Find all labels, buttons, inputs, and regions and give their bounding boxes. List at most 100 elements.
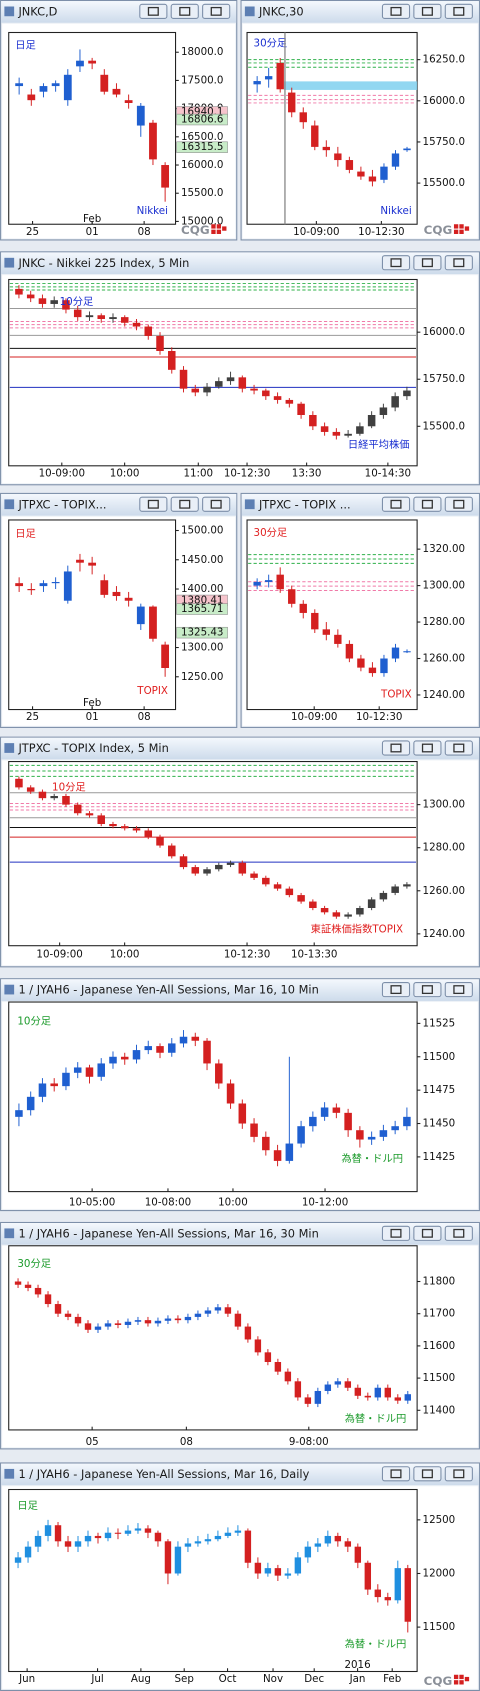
candle-body	[124, 1321, 132, 1325]
maximize-button[interactable]	[413, 981, 442, 998]
maximize-button[interactable]	[413, 740, 442, 756]
candle-body	[285, 888, 294, 896]
close-button[interactable]	[444, 981, 473, 998]
minimize-button[interactable]	[381, 3, 411, 19]
close-button[interactable]	[444, 496, 473, 512]
maximize-button[interactable]	[413, 496, 442, 512]
close-button[interactable]	[444, 3, 473, 19]
candle-body	[297, 403, 305, 415]
y-tick-label: 1300.00	[423, 799, 466, 811]
close-button[interactable]	[202, 496, 231, 512]
candle-body	[149, 606, 157, 639]
timeframe-label: 日足	[15, 39, 36, 51]
logo-mark	[464, 1676, 470, 1682]
y-tick-label: 16250.0	[423, 54, 466, 66]
close-button[interactable]	[444, 255, 473, 271]
candle-body	[254, 1339, 262, 1353]
window-icon	[244, 499, 255, 510]
close-button[interactable]	[444, 740, 473, 756]
x-tick-label: Jul	[90, 1673, 103, 1685]
candle-body	[161, 644, 170, 669]
candle-body	[299, 112, 307, 123]
minimize-button[interactable]	[381, 740, 411, 756]
minimize-button[interactable]	[139, 496, 168, 512]
instrument-label: 為替・ドル円	[341, 1152, 403, 1165]
maximize-button[interactable]	[413, 255, 442, 271]
candle-body	[374, 1589, 382, 1598]
candle-body	[374, 1387, 382, 1398]
maximize-button[interactable]	[170, 496, 199, 512]
candle-body	[288, 589, 296, 604]
y-tick-label: 11500	[423, 1051, 456, 1063]
candle-body	[273, 1150, 282, 1161]
candle-body	[63, 74, 72, 101]
timeframe-label: 30分足	[17, 1258, 51, 1270]
candle-body	[344, 433, 352, 436]
candle-body	[144, 1528, 152, 1533]
close-glyph	[453, 258, 465, 268]
candle-body	[104, 1532, 112, 1539]
candle-body	[73, 1067, 82, 1073]
x-tick-label: 01	[86, 226, 99, 238]
candle-body	[136, 105, 145, 126]
candle-body	[226, 862, 235, 865]
y-tick-label: 1260.00	[423, 653, 466, 665]
x-tick-label: Feb	[83, 697, 101, 709]
minimize-button[interactable]	[381, 981, 411, 998]
candle-body	[384, 1597, 391, 1601]
candle-body	[320, 426, 329, 432]
candle-body	[262, 877, 270, 885]
price-label-box	[176, 603, 228, 615]
maximize-button[interactable]	[413, 1225, 442, 1241]
window-title: JTPXC - TOPIX Index, 5 Min	[17, 741, 168, 755]
candle-body	[39, 583, 48, 587]
candle-body	[124, 597, 133, 601]
minimize-button[interactable]	[381, 1225, 411, 1241]
y-tick-label: 11700	[423, 1308, 456, 1320]
candle-body	[76, 559, 84, 563]
maximize-glyph	[421, 499, 433, 509]
candle-body	[226, 377, 235, 382]
minimize-button[interactable]	[381, 496, 411, 512]
candle-body	[54, 1304, 62, 1314]
minimize-glyph	[147, 499, 159, 509]
maximize-button[interactable]	[170, 3, 199, 19]
close-button[interactable]	[444, 1466, 473, 1482]
minimize-button[interactable]	[381, 1466, 411, 1482]
candle-body	[356, 1130, 364, 1140]
y-tick-label: 1280.00	[423, 842, 466, 854]
close-button[interactable]	[444, 1225, 473, 1241]
minimize-button[interactable]	[139, 3, 168, 19]
window-icon	[4, 6, 15, 17]
candle-body	[244, 1530, 252, 1563]
candle-body	[26, 1096, 35, 1111]
instrument-label: 東証株価指数TOPIX	[311, 922, 403, 935]
maximize-button[interactable]	[413, 1466, 442, 1482]
plot-area	[246, 31, 418, 225]
logo-mark	[211, 224, 216, 229]
candle-body	[94, 1326, 102, 1330]
candle-body	[379, 892, 388, 900]
close-button[interactable]	[202, 3, 231, 19]
candle-body	[38, 298, 47, 304]
candle-body	[63, 571, 72, 601]
candle-body	[27, 589, 36, 591]
window-title: 1 / JYAH6 - Japanese Yen-All Sessions, M…	[18, 1226, 318, 1240]
maximize-button[interactable]	[413, 3, 442, 19]
candle-body	[250, 1123, 258, 1137]
candle-body	[215, 1063, 223, 1084]
logo-mark	[222, 226, 227, 231]
minimize-button[interactable]	[381, 255, 411, 271]
x-tick-label: 08	[138, 711, 151, 723]
candle-body	[74, 1316, 82, 1324]
candle-body	[356, 908, 364, 915]
window-icon	[4, 1468, 15, 1479]
x-tick-label: 10-09:00	[291, 711, 337, 723]
candle-body	[332, 431, 341, 436]
maximize-glyph	[421, 258, 433, 268]
minimize-glyph	[390, 1469, 402, 1479]
minimize-glyph	[390, 985, 402, 995]
candle-body	[124, 1530, 132, 1534]
close-glyph	[453, 985, 465, 995]
candle-body	[164, 1541, 172, 1574]
